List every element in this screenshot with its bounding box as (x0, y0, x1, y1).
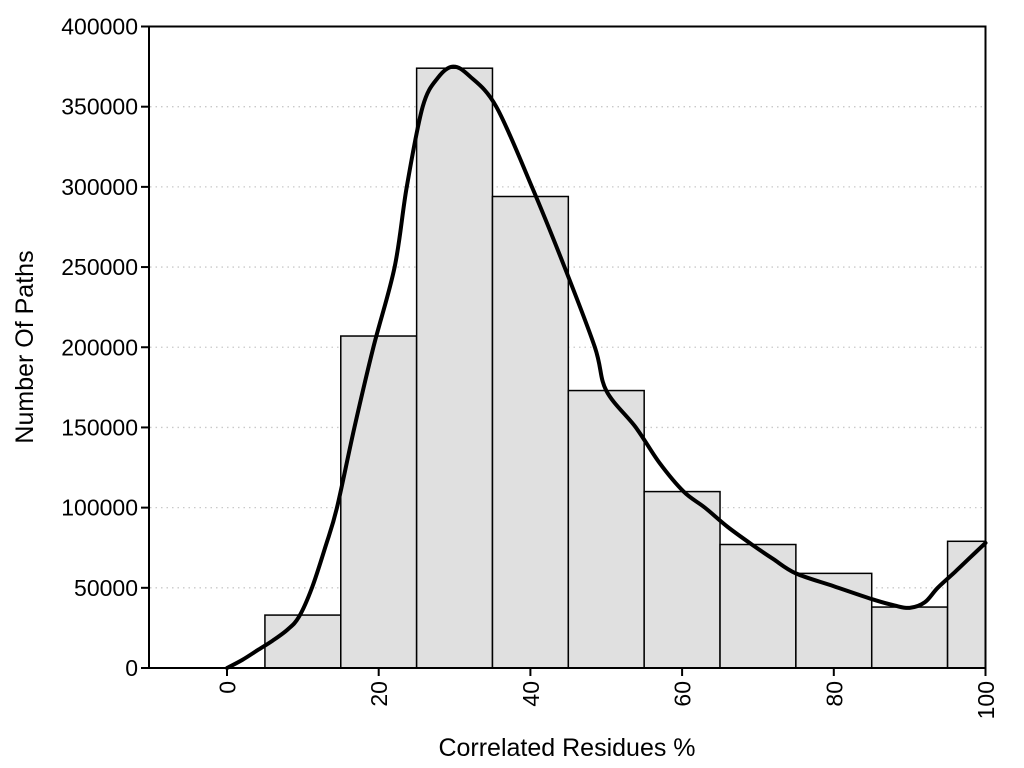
y-tick-label: 50000 (74, 575, 138, 601)
histogram-bar (264, 614, 342, 669)
y-tick-label: 300000 (61, 174, 138, 200)
y-tick-label: 250000 (61, 254, 138, 280)
tick-labels-layer: 0 50000 100000 150000 200000 250000 300000 3500… (61, 14, 999, 720)
x-tick-label: 100 (973, 681, 999, 719)
y-axis-title: Number Of Paths (11, 250, 39, 443)
histogram-bar (340, 335, 418, 669)
histogram-bar (795, 572, 873, 669)
x-tick-label: 20 (366, 681, 392, 707)
x-tick-label: 80 (821, 681, 847, 707)
histogram-bar (415, 67, 494, 669)
y-tick-label: 100000 (61, 495, 138, 521)
y-tick-label: 200000 (61, 334, 138, 360)
density-curve (225, 64, 988, 670)
histogram-bars-layer (264, 67, 987, 669)
histogram-bar (643, 490, 721, 669)
x-tick-label: 40 (518, 681, 544, 707)
histogram-bar (567, 389, 645, 669)
density-curve-layer (225, 64, 988, 670)
x-axis-title: Correlated Residues % (438, 734, 695, 762)
axis-ticks-layer (141, 25, 987, 676)
x-tick-label: 0 (215, 681, 241, 694)
x-tick-label: 60 (670, 681, 696, 707)
y-tick-label: 350000 (61, 94, 138, 120)
y-tick-label: 150000 (61, 414, 138, 440)
histogram-bar (491, 195, 570, 669)
y-tick-label: 0 (125, 655, 138, 681)
y-tick-label: 400000 (61, 14, 138, 40)
histogram-bar (719, 543, 797, 669)
histogram-bar (870, 606, 949, 669)
